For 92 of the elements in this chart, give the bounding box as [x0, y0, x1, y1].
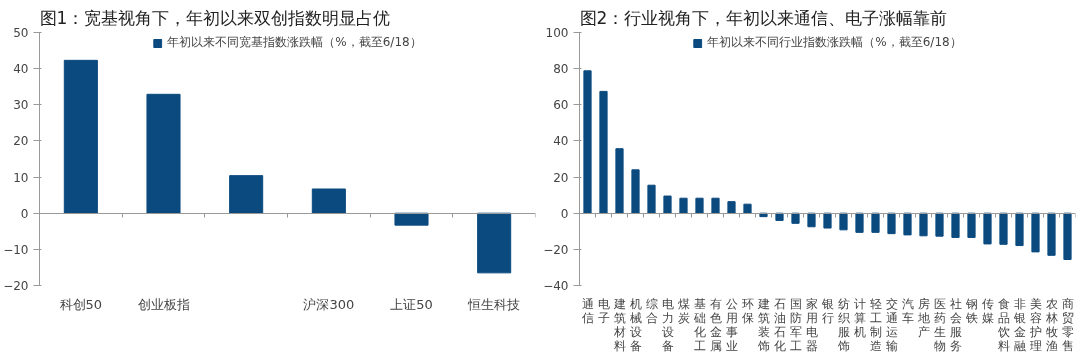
- bar: [1031, 212, 1040, 253]
- y-tick-label: 50: [13, 26, 29, 40]
- x-tick-label: 电力设备: [661, 296, 674, 353]
- x-tick-label: 电子: [597, 296, 610, 325]
- x-tick-label: 国防军工: [789, 296, 802, 353]
- bar: [839, 212, 848, 231]
- bar: [63, 59, 98, 214]
- bar: [1015, 212, 1024, 247]
- y-tick-label: 80: [553, 62, 569, 77]
- bar: [919, 212, 928, 237]
- bar: [1047, 212, 1056, 256]
- bar: [807, 212, 816, 228]
- chart-title: 图1：宽基视角下，年初以来双创指数明显占优: [39, 7, 391, 28]
- bar: [1063, 212, 1072, 260]
- bar: [647, 184, 656, 214]
- x-tick-label: 通信: [581, 296, 594, 325]
- bar: [695, 197, 704, 214]
- bar: [599, 90, 608, 214]
- x-tick-label: 轻工制造: [869, 296, 882, 353]
- bar: [967, 212, 976, 238]
- chart-title: 图2：行业视角下，年初以来通信、电子涨幅靠前: [579, 7, 948, 28]
- bar: [775, 212, 784, 221]
- x-tick-label: 公用事业: [725, 296, 738, 353]
- y-tick-label: 10: [13, 170, 29, 185]
- y-tick-label: 60: [553, 98, 569, 113]
- x-tick-label: 煤炭: [677, 296, 690, 325]
- y-tick-label: −40: [543, 279, 569, 293]
- bar: [711, 197, 720, 214]
- bar: [887, 212, 896, 235]
- x-tick-label: 食品饮料: [996, 296, 1010, 353]
- x-tick-label: 建筑材料: [612, 296, 626, 353]
- bar: [999, 212, 1008, 245]
- y-tick-label: −20: [3, 279, 29, 293]
- x-tick-label: 机械设备: [629, 296, 642, 353]
- x-tick-label: 医药生物: [933, 296, 946, 353]
- x-tick-label: 美容护理: [1028, 296, 1042, 353]
- legend-label: 年初以来不同宽基指数涨跌幅（%，截至6/18）: [167, 34, 422, 51]
- x-tick-label: 纺织服饰: [836, 296, 850, 353]
- y-tick-label: −20: [543, 242, 569, 257]
- y-tick-label: 40: [13, 62, 29, 77]
- x-tick-label: 社会服务: [949, 296, 962, 353]
- bar: [743, 203, 752, 214]
- x-tick-label: 交通运输: [885, 296, 898, 353]
- x-tick-label: 恒生科技: [467, 296, 521, 312]
- bar: [823, 212, 832, 229]
- bar: [871, 212, 880, 233]
- y-tick-label: 40: [553, 134, 569, 149]
- bar: [679, 197, 688, 214]
- bar: [311, 188, 346, 214]
- y-tick-label: 30: [13, 98, 29, 113]
- y-tick-label: −10: [3, 242, 29, 257]
- bar: [394, 212, 429, 226]
- bar: [791, 212, 800, 224]
- bar: [583, 70, 592, 214]
- x-tick-label: 汽车: [901, 296, 914, 325]
- bar: [631, 169, 640, 214]
- x-tick-label: 科创50: [59, 296, 103, 312]
- bar: [477, 212, 512, 274]
- x-tick-label: 房地产: [916, 296, 930, 339]
- legend-label: 年初以来不同行业指数涨跌幅（%，截至6/18）: [707, 34, 962, 51]
- x-tick-label: 有色金属: [709, 296, 722, 353]
- x-tick-label: 传媒: [981, 296, 994, 325]
- bar: [983, 212, 992, 245]
- y-tick-label: 20: [13, 134, 29, 149]
- bar: [663, 195, 672, 214]
- bar: [951, 212, 960, 238]
- y-tick-label: 0: [20, 206, 29, 221]
- x-tick-label: 建筑装饰: [756, 296, 770, 353]
- x-tick-label: 创业板指: [137, 296, 190, 312]
- x-tick-label: 农林牧渔: [1044, 296, 1058, 353]
- y-tick-label: 100: [545, 26, 569, 40]
- x-tick-label: 环保: [741, 296, 754, 325]
- x-tick-label: 商贸零售: [1061, 296, 1074, 353]
- x-tick-label: 非银金融: [1012, 296, 1026, 353]
- x-tick-label: 沪深300: [303, 296, 355, 312]
- y-tick-label: 20: [553, 170, 569, 185]
- bar: [727, 201, 736, 214]
- bar: [615, 148, 624, 214]
- x-tick-label: 银行: [820, 296, 834, 325]
- x-tick-label: 钢铁: [964, 296, 978, 325]
- x-tick-label: 综合: [645, 296, 658, 325]
- bar: [903, 212, 912, 236]
- bar: [935, 212, 944, 237]
- bar: [229, 175, 264, 214]
- bar: [146, 93, 181, 214]
- x-tick-label: 计算机: [853, 296, 866, 339]
- bar: [855, 212, 864, 233]
- x-tick-label: 基础化工: [692, 296, 706, 353]
- x-tick-label: 家用电器: [805, 296, 818, 353]
- x-tick-label: 石油石化: [773, 296, 786, 353]
- y-tick-label: 0: [560, 206, 569, 221]
- x-tick-label: 上证50: [390, 296, 433, 312]
